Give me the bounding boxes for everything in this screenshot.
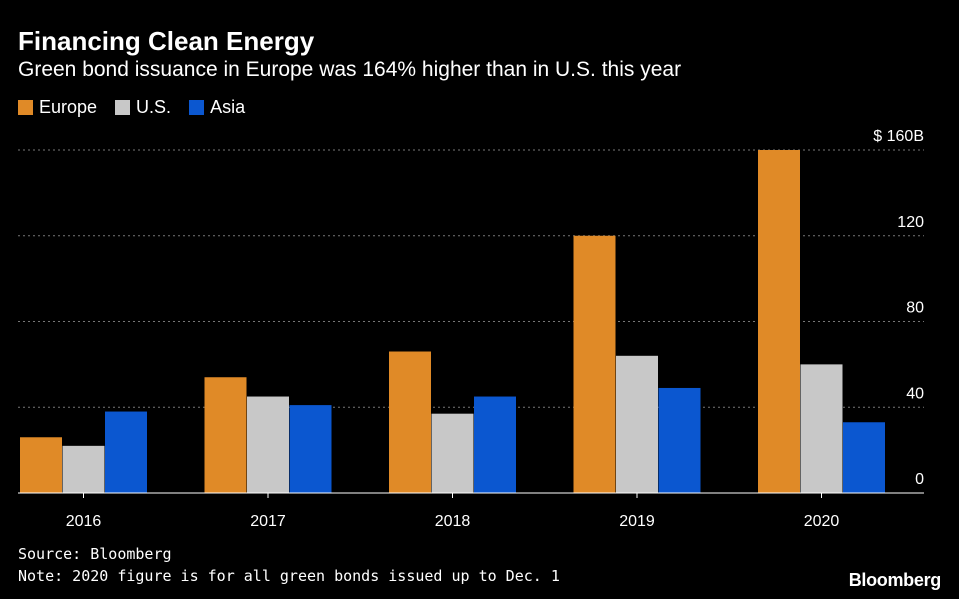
x-tick-label-2020: 2020	[804, 513, 840, 530]
bar-europe-2017	[204, 377, 247, 493]
bar-us-2017	[247, 396, 289, 493]
bar-us-2020	[800, 364, 843, 493]
legend-label-asia: Asia	[210, 97, 246, 117]
bars	[20, 150, 885, 493]
y-tick-label-160: $ 160B	[873, 128, 924, 145]
footnote: Note: 2020 figure is for all green bonds…	[18, 567, 560, 585]
chart-title: Financing Clean Energy	[18, 26, 315, 56]
legend-swatch-us	[115, 100, 131, 115]
bar-us-2016	[62, 445, 105, 493]
legend-item-us: U.S.	[115, 97, 171, 118]
bar-europe-2018	[389, 351, 431, 493]
legend-label-us: U.S.	[136, 97, 172, 117]
chart-legend: Europe U.S. Asia	[18, 97, 263, 118]
legend-swatch-asia	[189, 100, 205, 115]
x-tick-label-2017: 2017	[250, 513, 286, 530]
bar-us-2018	[431, 413, 474, 493]
x-tick-label-2019: 2019	[619, 513, 655, 530]
bar-asia-2020	[843, 422, 885, 493]
chart-subtitle: Green bond issuance in Europe was 164% h…	[18, 58, 682, 81]
x-tick-label-2016: 2016	[66, 513, 102, 530]
y-tick-label-0: 0	[915, 471, 924, 488]
bar-europe-2020	[758, 150, 800, 493]
legend-item-asia: Asia	[189, 97, 245, 118]
axes	[18, 492, 924, 498]
bar-asia-2016	[105, 411, 147, 493]
bar-asia-2018	[474, 396, 516, 493]
bloomberg-logo: Bloomberg	[848, 570, 942, 590]
x-tick-label-2018: 2018	[435, 513, 471, 530]
bar-asia-2019	[658, 387, 701, 493]
bar-us-2019	[616, 355, 658, 493]
bar-asia-2017	[289, 405, 332, 493]
bar-europe-2016	[20, 437, 62, 493]
legend-swatch-europe	[18, 100, 33, 115]
legend-label-europe: Europe	[39, 97, 98, 117]
tick-labels: 0 40 80 120 $ 160B 2016 2017 2018 2019 2020	[66, 128, 924, 530]
y-tick-label-40: 40	[906, 385, 924, 402]
source-note: Source: Bloomberg	[18, 545, 172, 563]
bar-europe-2019	[573, 235, 616, 493]
y-tick-label-120: 120	[897, 214, 924, 231]
legend-item-europe: Europe	[18, 97, 97, 118]
y-tick-label-80: 80	[906, 300, 924, 317]
